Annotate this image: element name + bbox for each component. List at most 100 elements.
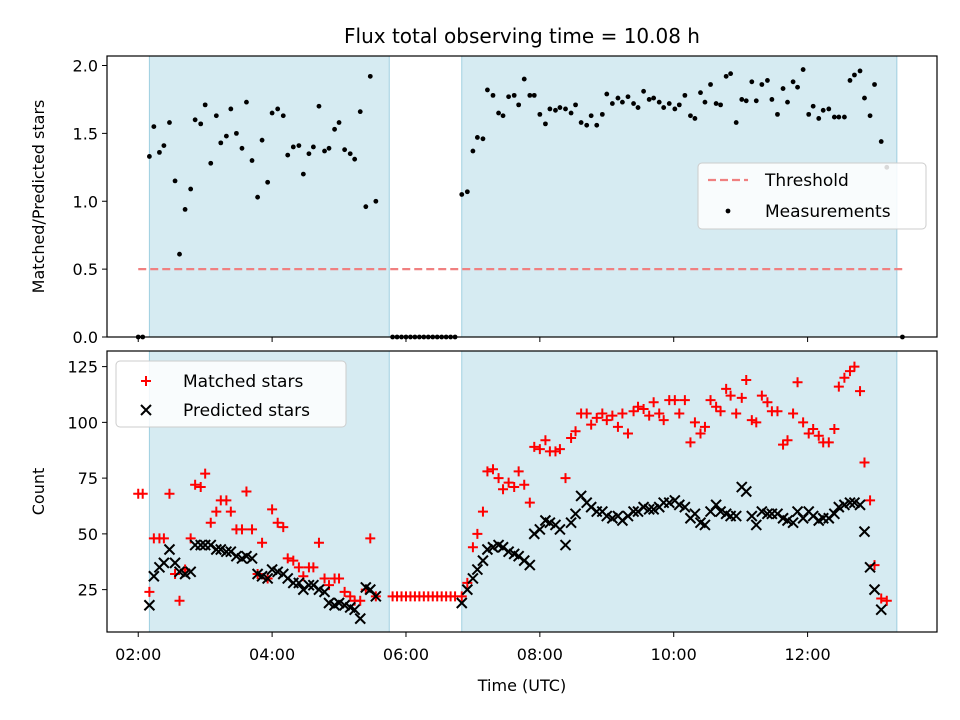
measurement-point-118 xyxy=(743,98,749,104)
measurement-point-24 xyxy=(255,194,261,200)
predicted-point-24 xyxy=(261,572,274,585)
measurement-point-99 xyxy=(646,97,652,102)
predicted-point-79 xyxy=(627,505,640,518)
bottom-legend-box xyxy=(115,360,347,428)
measurement-point-125 xyxy=(780,86,786,91)
bottom-series-1 xyxy=(133,361,892,606)
measurement-point-6 xyxy=(161,143,167,148)
measurement-point-23 xyxy=(249,158,255,163)
matched-point-15 xyxy=(205,517,216,528)
measurement-point-25 xyxy=(259,137,265,143)
measurement-point-124 xyxy=(775,111,780,117)
measurement-point-81 xyxy=(553,107,558,113)
measurement-point-136 xyxy=(836,114,842,120)
measurement-point-18 xyxy=(223,133,229,139)
matched-point-106 xyxy=(679,395,690,406)
measurement-point-63 xyxy=(459,192,465,197)
matched-point-12 xyxy=(190,479,201,490)
legend-measurements-swatch xyxy=(725,208,731,214)
measurement-point-8 xyxy=(172,178,178,184)
predicted-point-49 xyxy=(471,563,484,576)
bottom-series-2 xyxy=(143,481,887,625)
predicted-point-110 xyxy=(787,517,799,529)
measurement-point-40 xyxy=(336,120,342,125)
measurement-point-31 xyxy=(290,144,296,150)
predicted-point-99 xyxy=(730,510,742,522)
measurement-point-101 xyxy=(656,99,662,105)
matched-point-2 xyxy=(137,488,148,499)
measurement-point-66 xyxy=(474,135,480,140)
measurement-point-3 xyxy=(146,154,152,159)
matched-point-102 xyxy=(658,415,669,426)
matched-point-94 xyxy=(617,408,628,419)
matched-point-64 xyxy=(462,577,473,588)
matched-point-107 xyxy=(685,437,696,448)
xtick-label-1: 02:00 xyxy=(115,645,161,664)
matched-point-99 xyxy=(644,410,655,421)
xtick-label-3: 06:00 xyxy=(383,645,429,664)
measurement-point-86 xyxy=(578,120,584,125)
matched-point-141 xyxy=(859,457,870,468)
measurement-point-132 xyxy=(816,116,822,121)
measurement-point-16 xyxy=(213,113,219,119)
matched-point-142 xyxy=(865,495,876,506)
matched-point-85 xyxy=(570,426,581,437)
matched-point-14 xyxy=(200,468,211,479)
matched-point-67 xyxy=(477,506,488,517)
predicted-point-14 xyxy=(210,543,223,556)
matched-point-36 xyxy=(313,537,324,548)
matched-point-16 xyxy=(211,506,222,517)
top-panel: 0.0 0.5 1.0 1.5 2.0 Matched/Predicted stars Th… xyxy=(29,55,938,347)
matched-point-110 xyxy=(699,421,710,432)
measurement-point-110 xyxy=(702,99,708,105)
matched-point-101 xyxy=(654,408,665,419)
xtick-label-4: 08:00 xyxy=(517,645,563,664)
measurement-point-20 xyxy=(234,130,239,136)
matched-point-135 xyxy=(829,424,840,435)
matched-point-121 xyxy=(756,390,767,401)
matched-point-37 xyxy=(319,573,330,584)
measurement-point-30 xyxy=(285,152,291,158)
measurement-point-90 xyxy=(599,111,605,117)
measurement-point-19 xyxy=(228,106,234,112)
measurement-point-12 xyxy=(192,117,198,123)
measurement-point-134 xyxy=(826,106,832,112)
measurement-point-137 xyxy=(842,114,847,120)
matched-point-13 xyxy=(195,482,206,493)
measurement-point-106 xyxy=(682,92,688,98)
matched-point-97 xyxy=(633,401,644,412)
measurement-point-113 xyxy=(718,102,723,108)
matched-point-126 xyxy=(782,435,793,446)
predicted-point-91 xyxy=(689,508,701,520)
measurement-point-128 xyxy=(795,84,800,90)
matched-point-77 xyxy=(529,441,540,452)
legend-measurements-label: Measurements xyxy=(765,202,891,222)
matched-point-75 xyxy=(519,479,530,490)
measurement-point-126 xyxy=(785,99,790,105)
measurement-point-133 xyxy=(820,107,826,113)
top-legend: Threshold Measurements xyxy=(697,162,927,230)
matched-point-136 xyxy=(833,381,844,392)
measurement-point-111 xyxy=(708,82,713,87)
bottom-axes-frame xyxy=(106,350,938,633)
measurement-point-92 xyxy=(609,101,615,106)
matched-point-32 xyxy=(293,562,304,573)
matched-point-108 xyxy=(689,417,700,428)
measurement-point-129 xyxy=(800,67,806,72)
matched-point-73 xyxy=(509,482,520,493)
matched-point-6 xyxy=(158,533,169,544)
top-observing-window-1 xyxy=(148,55,390,338)
matched-point-30 xyxy=(282,553,293,564)
matched-point-104 xyxy=(669,395,680,406)
measurement-point-116 xyxy=(733,120,739,125)
measurement-point-91 xyxy=(604,91,610,97)
measurement-point-33 xyxy=(300,171,306,177)
measurement-point-45 xyxy=(363,204,369,210)
measurement-point-80 xyxy=(547,106,553,112)
matched-point-3 xyxy=(144,586,155,597)
matched-point-41 xyxy=(339,586,350,597)
matched-point-113 xyxy=(715,406,726,417)
matched-point-66 xyxy=(472,528,483,539)
measurement-point-142 xyxy=(867,113,873,119)
predicted-point-41 xyxy=(348,603,361,616)
